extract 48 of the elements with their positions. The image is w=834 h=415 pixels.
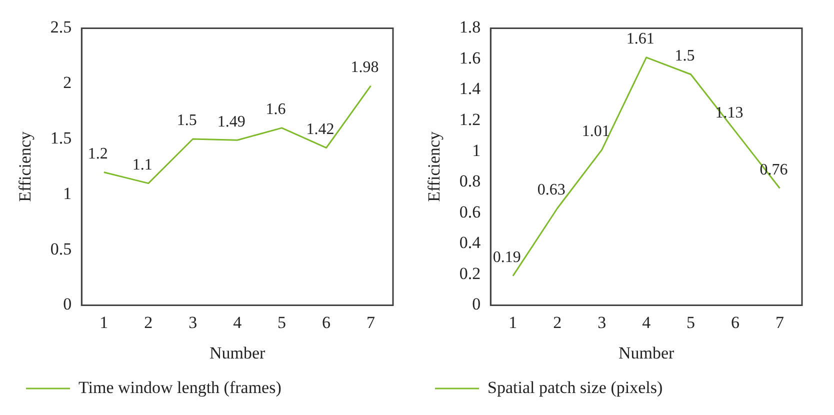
data-label: 1.98 bbox=[350, 59, 379, 76]
x-tick-label: 6 bbox=[731, 312, 740, 332]
data-label: 0.19 bbox=[492, 249, 521, 266]
y-tick-label: 1.5 bbox=[50, 128, 72, 148]
y-tick-label: 0.8 bbox=[459, 172, 481, 191]
data-label: 1.61 bbox=[626, 30, 654, 48]
y-tick-label: 0.2 bbox=[459, 264, 481, 283]
x-tick-label: 5 bbox=[278, 312, 286, 332]
x-tick-label: 6 bbox=[322, 312, 331, 332]
x-tick-label: 7 bbox=[366, 312, 376, 332]
x-tick-label: 2 bbox=[144, 312, 153, 332]
y-tick-label: 0.6 bbox=[459, 202, 481, 222]
data-label: 1.6 bbox=[266, 101, 286, 118]
data-label: 1.5 bbox=[674, 48, 695, 65]
x-tick-label: 5 bbox=[686, 312, 696, 332]
y-tick-label: 0.5 bbox=[50, 239, 72, 258]
data-label: 1.42 bbox=[306, 121, 334, 138]
y-tick-label: 1.4 bbox=[459, 79, 482, 98]
x-axis-title: Number bbox=[209, 343, 266, 362]
x-tick-label: 4 bbox=[233, 312, 242, 332]
y-axis-title: Efficiency bbox=[16, 130, 35, 202]
legend-label: Time window length (frames) bbox=[78, 378, 282, 397]
y-tick-label: 1 bbox=[472, 140, 481, 160]
data-label: 0.63 bbox=[537, 181, 566, 198]
x-tick-label: 4 bbox=[642, 312, 652, 332]
x-tick-label: 1 bbox=[100, 312, 108, 332]
y-tick-label: 1.2 bbox=[459, 110, 481, 129]
y-tick-label: 0 bbox=[472, 294, 481, 314]
y-tick-label: 0 bbox=[63, 294, 72, 314]
x-axis-title: Number bbox=[618, 343, 675, 362]
y-tick-label: 2 bbox=[63, 73, 72, 92]
x-tick-label: 3 bbox=[188, 312, 198, 332]
data-label: 1.5 bbox=[176, 112, 197, 130]
data-label: 1.49 bbox=[217, 113, 246, 130]
data-label: 1.1 bbox=[132, 156, 152, 174]
legend-label: Spatial patch size (pixels) bbox=[488, 378, 663, 397]
y-axis-title: Efficiency bbox=[424, 130, 444, 202]
x-tick-label: 1 bbox=[508, 312, 518, 332]
x-tick-label: 3 bbox=[598, 312, 606, 332]
y-tick-label: 2.5 bbox=[50, 18, 72, 37]
data-label: 1.2 bbox=[88, 145, 108, 162]
y-tick-label: 1.6 bbox=[459, 48, 481, 68]
x-tick-label: 2 bbox=[553, 312, 562, 332]
y-tick-label: 0.4 bbox=[459, 233, 482, 252]
y-tick-label: 1 bbox=[63, 184, 72, 203]
x-tick-label: 7 bbox=[776, 312, 785, 332]
y-tick-label: 1.8 bbox=[459, 18, 481, 37]
data-label: 1.01 bbox=[582, 122, 610, 140]
